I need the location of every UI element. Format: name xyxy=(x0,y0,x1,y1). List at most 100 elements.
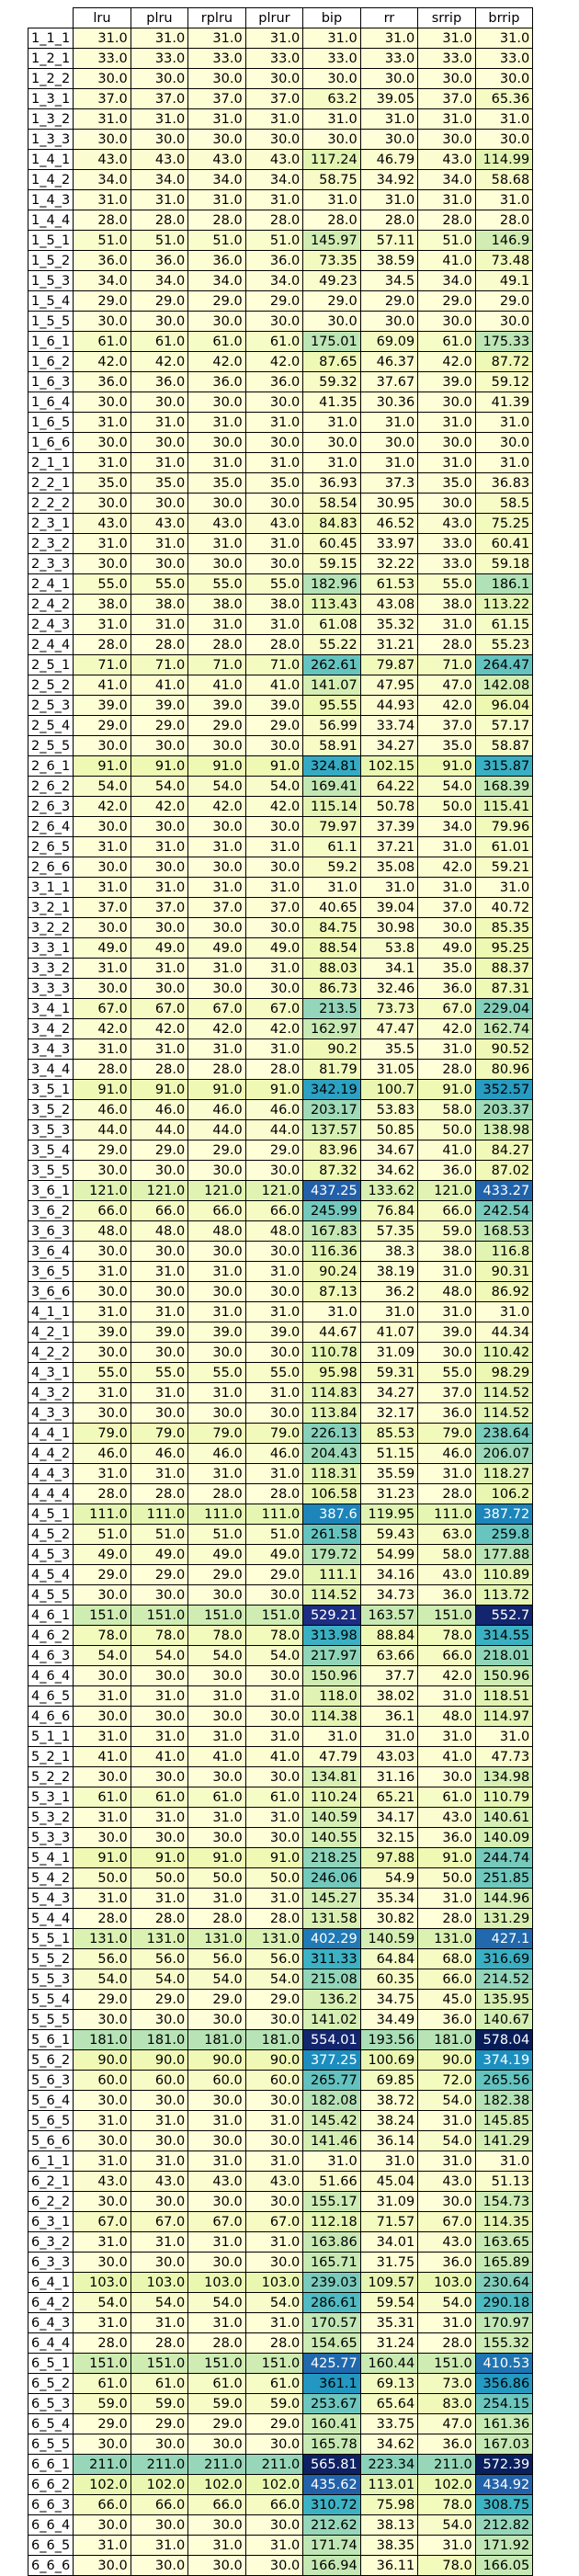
value-cell-plru: 30.0 xyxy=(130,311,189,332)
value-cell-lru: 30.0 xyxy=(73,2252,131,2273)
value-cell-srrip: 34.0 xyxy=(417,270,476,291)
value-cell-bip: 41.35 xyxy=(302,392,361,413)
value-cell-bip: 31.0 xyxy=(302,2150,361,2172)
value-cell-rplru: 36.0 xyxy=(187,371,246,392)
value-cell-bip: 215.08 xyxy=(302,1969,361,1990)
value-cell-srrip: 50.0 xyxy=(417,1119,476,1140)
value-cell-rr: 31.0 xyxy=(359,2150,419,2172)
row-label: 2_5_1 xyxy=(27,654,74,675)
value-cell-plrur: 28.0 xyxy=(244,1908,304,1929)
row-label: 5_3_1 xyxy=(27,1787,74,1808)
row-label: 2_6_4 xyxy=(27,816,74,837)
row-label: 3_6_2 xyxy=(27,1200,74,1221)
value-cell-bip: 213.5 xyxy=(302,998,361,1019)
value-cell-plru: 54.0 xyxy=(130,776,189,797)
value-cell-rr: 29.0 xyxy=(359,290,419,312)
table-row: 2_2_1 35.0 35.0 35.0 35.0 36.93 37.3 35.0 36.83 xyxy=(27,472,534,494)
value-cell-lru: 30.0 xyxy=(73,1584,131,1606)
value-cell-srrip: 71.0 xyxy=(417,654,476,675)
value-cell-rplru: 54.0 xyxy=(187,2292,246,2313)
table-row: 1_3_2 31.0 31.0 31.0 31.0 31.0 31.0 31.0 31.0 xyxy=(27,108,534,130)
value-cell-plru: 30.0 xyxy=(130,2252,189,2273)
value-cell-plrur: 90.0 xyxy=(244,2049,304,2071)
value-cell-rplru: 30.0 xyxy=(187,2009,246,2030)
value-cell-bip: 59.32 xyxy=(302,371,361,392)
value-cell-plru: 43.0 xyxy=(130,149,189,170)
value-cell-rr: 34.92 xyxy=(359,169,419,190)
value-cell-plru: 51.0 xyxy=(130,1524,189,1545)
value-cell-bip: 110.24 xyxy=(302,1787,361,1808)
value-cell-bip: 95.55 xyxy=(302,695,361,716)
table-row: 1_6_4 30.0 30.0 30.0 30.0 41.35 30.36 30.0 41.39 xyxy=(27,392,534,413)
value-cell-lru: 54.0 xyxy=(73,1645,131,1666)
table-row: 6_1_1 31.0 31.0 31.0 31.0 31.0 31.0 31.0 31.0 xyxy=(27,2150,534,2172)
value-cell-srrip: 33.0 xyxy=(417,553,476,574)
value-cell-brrip: 31.0 xyxy=(474,1726,534,1747)
value-cell-plru: 30.0 xyxy=(130,493,189,514)
value-cell-brrip: 131.29 xyxy=(474,1908,534,1929)
value-cell-lru: 30.0 xyxy=(73,2191,131,2212)
value-cell-brrip: 90.52 xyxy=(474,1038,534,1060)
value-cell-brrip: 31.0 xyxy=(474,28,534,49)
column-header-lru: lru xyxy=(73,7,131,28)
value-cell-bip: 140.59 xyxy=(302,1807,361,1828)
value-cell-brrip: 410.53 xyxy=(474,2353,534,2374)
value-cell-brrip: 115.41 xyxy=(474,796,534,817)
value-cell-rr: 57.11 xyxy=(359,230,419,251)
value-cell-brrip: 134.98 xyxy=(474,1766,534,1787)
value-cell-rr: 31.09 xyxy=(359,1342,419,1363)
value-cell-bip: 60.45 xyxy=(302,533,361,554)
value-cell-bip: 239.03 xyxy=(302,2272,361,2293)
value-cell-bip: 87.13 xyxy=(302,1281,361,1302)
value-cell-bip: 437.25 xyxy=(302,1180,361,1201)
value-cell-rr: 46.37 xyxy=(359,351,419,372)
table-row: 2_6_3 42.0 42.0 42.0 42.0 115.14 50.78 50.0 115.… xyxy=(27,796,534,817)
value-cell-plrur: 31.0 xyxy=(244,1301,304,1322)
table-row: 5_5_1 131.0 131.0 131.0 131.0 402.29 140.59 131… xyxy=(27,1928,534,1949)
value-cell-plru: 30.0 xyxy=(130,2434,189,2455)
row-label: 6_5_2 xyxy=(27,2373,74,2394)
value-cell-srrip: 66.0 xyxy=(417,1200,476,1221)
value-cell-brrip: 150.96 xyxy=(474,1665,534,1686)
table-row: 5_3_1 61.0 61.0 61.0 61.0 110.24 65.21 61.0 110.… xyxy=(27,1787,534,1808)
value-cell-brrip: 33.0 xyxy=(474,48,534,69)
value-cell-plru: 31.0 xyxy=(130,2535,189,2556)
value-cell-plru: 30.0 xyxy=(130,553,189,574)
value-cell-plru: 31.0 xyxy=(130,1038,189,1060)
row-label: 1_6_2 xyxy=(27,351,74,372)
column-header-bip: bip xyxy=(302,7,361,28)
value-cell-srrip: 35.0 xyxy=(417,958,476,979)
value-cell-plrur: 181.0 xyxy=(244,2029,304,2050)
value-cell-plrur: 30.0 xyxy=(244,1342,304,1363)
value-cell-rplru: 30.0 xyxy=(187,432,246,453)
value-cell-srrip: 42.0 xyxy=(417,351,476,372)
row-label: 1_4_4 xyxy=(27,210,74,231)
value-cell-srrip: 36.0 xyxy=(417,2252,476,2273)
value-cell-bip: 311.33 xyxy=(302,1948,361,1969)
value-cell-plrur: 37.0 xyxy=(244,88,304,109)
value-cell-rplru: 78.0 xyxy=(187,1625,246,1646)
value-cell-rr: 34.16 xyxy=(359,1564,419,1585)
value-cell-bip: 324.81 xyxy=(302,755,361,777)
value-cell-brrip: 47.73 xyxy=(474,1746,534,1767)
value-cell-rr: 109.57 xyxy=(359,2272,419,2293)
value-cell-brrip: 316.69 xyxy=(474,1948,534,1969)
table-row: 5_1_1 31.0 31.0 31.0 31.0 31.0 31.0 31.0 31.0 xyxy=(27,1726,534,1747)
value-cell-plru: 102.0 xyxy=(130,2474,189,2495)
value-cell-plru: 44.0 xyxy=(130,1119,189,1140)
row-label: 2_6_1 xyxy=(27,755,74,777)
value-cell-plru: 91.0 xyxy=(130,1847,189,1868)
value-cell-plrur: 30.0 xyxy=(244,68,304,89)
value-cell-bip: 111.1 xyxy=(302,1564,361,1585)
value-cell-plru: 30.0 xyxy=(130,1766,189,1787)
value-cell-plru: 30.0 xyxy=(130,432,189,453)
value-cell-plrur: 42.0 xyxy=(244,351,304,372)
value-cell-bip: 134.81 xyxy=(302,1766,361,1787)
value-cell-bip: 56.99 xyxy=(302,715,361,736)
value-cell-srrip: 37.0 xyxy=(417,88,476,109)
value-cell-rr: 38.72 xyxy=(359,2090,419,2111)
value-cell-plrur: 38.0 xyxy=(244,594,304,615)
value-cell-brrip: 85.35 xyxy=(474,917,534,938)
value-cell-plru: 211.0 xyxy=(130,2454,189,2475)
value-cell-plrur: 31.0 xyxy=(244,452,304,473)
